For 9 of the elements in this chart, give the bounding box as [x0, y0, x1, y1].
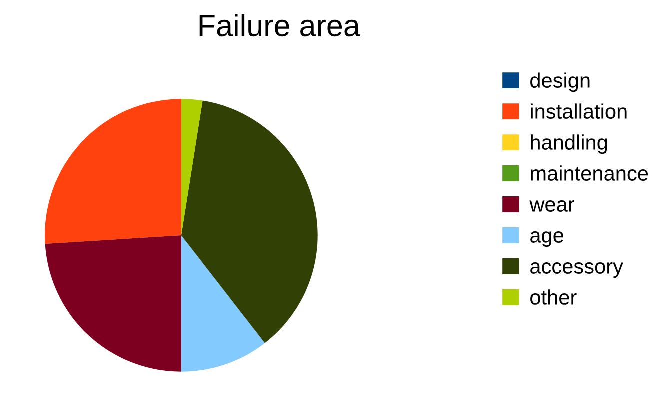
legend-label: other: [530, 290, 577, 305]
legend-label: age: [530, 232, 564, 248]
chart-title: Failure area: [200, 14, 360, 37]
legend-label: accessory: [530, 262, 624, 278]
legend-label: installation: [531, 104, 627, 119]
legend-label: design: [530, 72, 590, 92]
legend-label: handling: [531, 134, 608, 154]
legend-label: wear: [530, 200, 574, 212]
legend-label: maintenance: [531, 166, 648, 181]
